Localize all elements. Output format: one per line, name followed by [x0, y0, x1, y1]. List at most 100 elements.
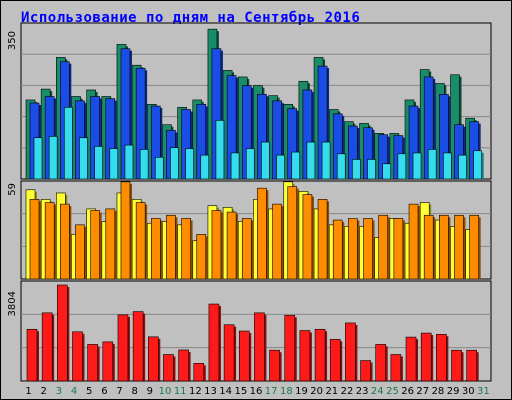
pages-bar	[215, 120, 225, 180]
kbytes-bar	[360, 360, 371, 382]
pages-bar	[397, 153, 407, 180]
kbytes-bar	[375, 344, 387, 382]
kbytes-bar	[208, 303, 220, 382]
sites-bar	[181, 218, 191, 280]
sites-bar	[135, 202, 146, 280]
day-label: 12	[189, 386, 202, 397]
pages-bar	[336, 153, 346, 180]
sites-bar	[302, 194, 313, 280]
pages-bar	[230, 152, 240, 180]
kbytes-bar	[269, 349, 280, 382]
pages-bar	[245, 148, 255, 180]
kbytes-bar	[405, 336, 417, 382]
sites-bar	[454, 214, 464, 280]
day-label: 25	[386, 386, 399, 397]
kbytes-bar	[451, 349, 462, 382]
day-label: 21	[325, 386, 338, 397]
kbytes-bar	[329, 339, 341, 382]
day-label: 19	[295, 386, 308, 397]
pages-bar	[458, 154, 467, 180]
pages-bar	[291, 151, 301, 180]
day-label: 20	[310, 386, 323, 397]
kbytes-bar	[299, 330, 311, 382]
kbytes-bar	[178, 349, 189, 382]
pages-bar	[64, 107, 73, 180]
kbytes-bar	[466, 349, 477, 382]
pages-bar	[261, 141, 270, 180]
pages-bar	[200, 154, 210, 180]
sites-bar	[378, 214, 389, 280]
sites-bar	[363, 218, 373, 280]
pages-bar	[185, 148, 194, 180]
sites-bar	[166, 214, 176, 280]
pages-bar	[352, 159, 361, 180]
kbytes-bar	[238, 330, 250, 382]
sites-bar	[287, 186, 298, 280]
sites-bar	[469, 214, 479, 280]
pages-bar	[139, 149, 149, 180]
day-label: 2	[41, 386, 47, 397]
kbytes-bar	[57, 284, 68, 382]
sites-bar	[408, 203, 419, 280]
kbytes-bar	[163, 354, 174, 382]
pages-bar	[367, 159, 376, 180]
kbytes-bar	[284, 315, 296, 382]
day-label: 16	[250, 386, 263, 397]
pages-bar	[321, 141, 331, 180]
day-label: 11	[174, 386, 187, 397]
day-label: 8	[132, 386, 138, 397]
pages-bar	[94, 146, 103, 180]
sites-bar	[348, 218, 358, 280]
kbytes-bar	[420, 332, 432, 382]
pages-bar	[33, 137, 43, 180]
sites-bar	[317, 199, 328, 280]
kbytes-bar	[345, 322, 356, 382]
day-label: 15	[234, 386, 247, 397]
kbytes-bar	[72, 331, 83, 382]
kbytes-bar	[436, 334, 447, 382]
pages-bar	[170, 147, 179, 180]
y-max-label: 59	[7, 183, 18, 196]
sites-bar	[75, 224, 85, 280]
day-label: 30	[462, 386, 475, 397]
day-label: 13	[204, 386, 217, 397]
kbytes-bar	[314, 328, 326, 382]
pages-bar	[124, 144, 134, 180]
day-label: 9	[147, 386, 153, 397]
pages-bar	[473, 150, 482, 180]
sites-bar	[120, 181, 131, 280]
sites-bar	[272, 203, 282, 280]
y-max-label: 350	[7, 31, 18, 50]
kbytes-bar	[132, 311, 144, 382]
sites-bar	[332, 219, 343, 280]
sites-bar	[44, 202, 55, 280]
pages-bar	[154, 156, 164, 180]
pages-bar	[443, 152, 452, 180]
day-label: 31	[477, 386, 490, 397]
sites-bar	[29, 199, 40, 280]
pages-bar	[79, 137, 88, 180]
kbytes-bar	[223, 324, 235, 382]
kbytes-bar	[102, 341, 114, 382]
day-label: 28	[432, 386, 445, 397]
day-label: 22	[341, 386, 354, 397]
kbytes-bar	[117, 314, 129, 382]
pages-bar	[306, 141, 316, 180]
pages-bar	[109, 148, 119, 180]
sites-bar	[60, 203, 70, 280]
sites-bar	[393, 218, 404, 280]
day-label: 6	[101, 386, 107, 397]
kbytes-bar	[254, 312, 265, 382]
day-label: 5	[86, 386, 92, 397]
pages-bar	[276, 154, 285, 180]
day-label: 17	[265, 386, 278, 397]
day-label: 23	[356, 386, 369, 397]
day-label: 4	[71, 386, 77, 397]
sites-bar	[90, 210, 100, 280]
day-label: 10	[159, 386, 172, 397]
day-label: 7	[116, 386, 122, 397]
kbytes-bar	[390, 354, 402, 382]
day-label: 14	[219, 386, 232, 397]
